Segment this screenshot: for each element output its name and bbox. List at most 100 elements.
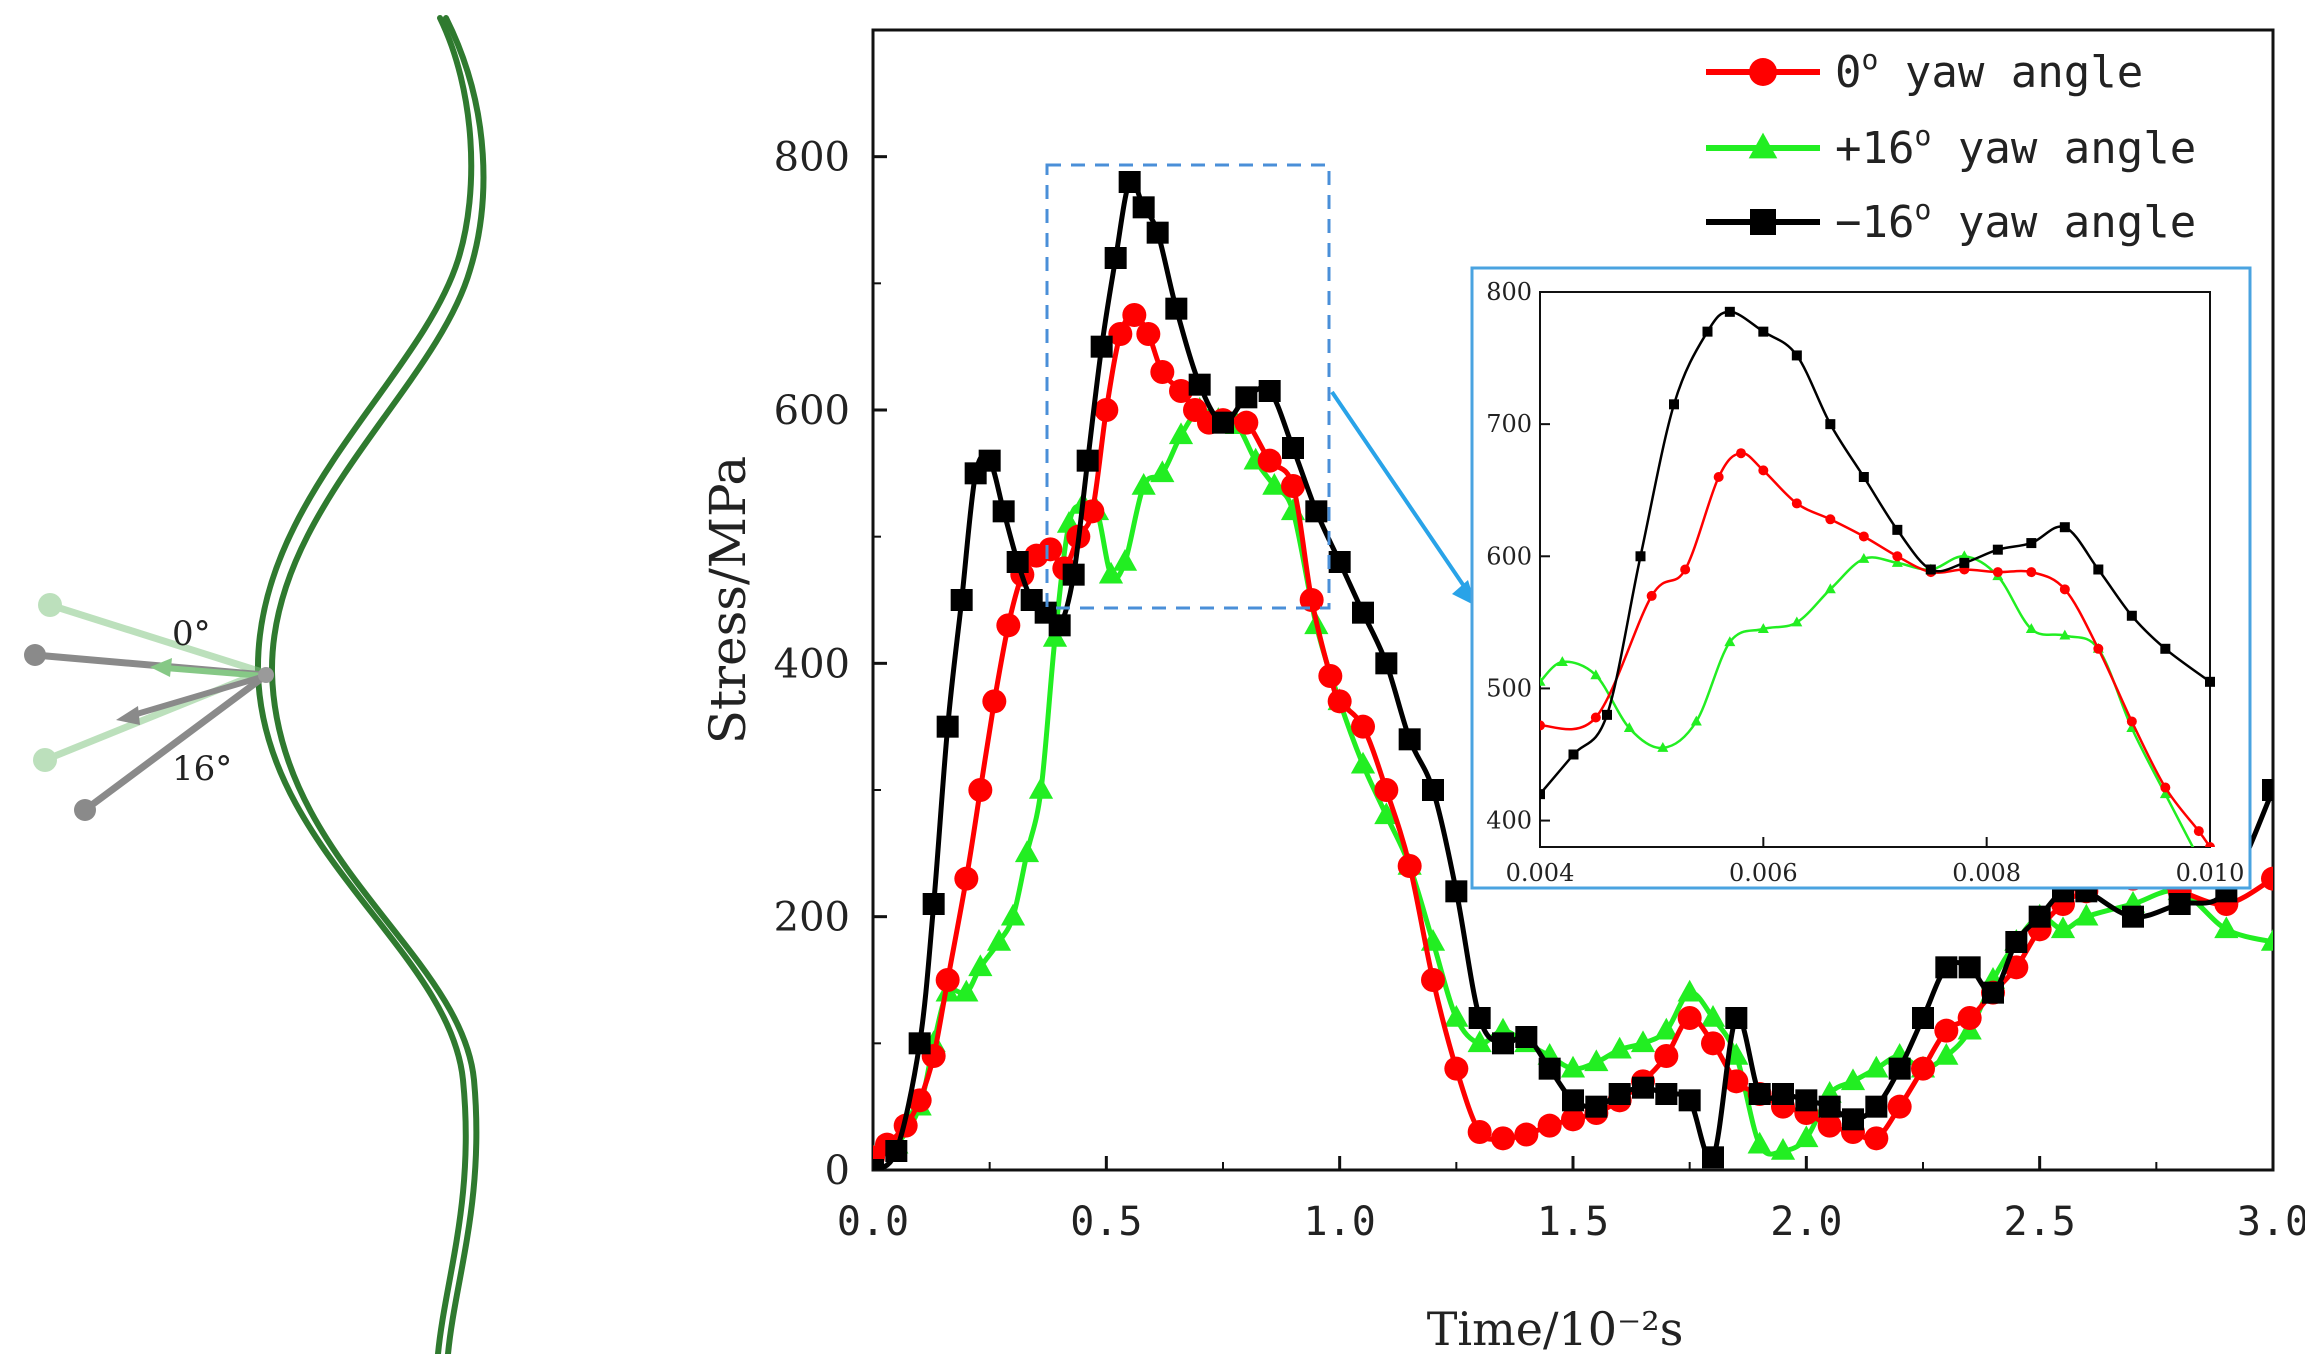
inset-data-point (1958, 550, 1970, 561)
inset-data-point (1713, 472, 1724, 482)
data-point (968, 954, 993, 977)
data-point (907, 1088, 932, 1113)
inset-data-point (1646, 590, 1657, 601)
legend-label: −16o yaw angle (1835, 193, 2196, 248)
data-point (954, 979, 979, 1002)
inset-data-point (1623, 722, 1635, 733)
inset-data-point (1791, 350, 1802, 361)
data-point (1108, 322, 1133, 346)
legend-label-main: 0 (1835, 47, 1862, 98)
data-point (1328, 551, 1351, 573)
arrow-16deg (74, 673, 268, 821)
inset-data-point (2026, 567, 2037, 578)
data-point (996, 613, 1021, 638)
inset-data-point (2193, 826, 2204, 837)
series-circle (873, 303, 2273, 1170)
data-point (1655, 1083, 1678, 1105)
main-series (873, 171, 2273, 1170)
data-point (1887, 1094, 1912, 1119)
data-point (1654, 1017, 1679, 1040)
data-point (1258, 380, 1281, 402)
x-tick-label: 2.5 (2004, 1199, 2076, 1245)
data-point (1048, 614, 1071, 637)
legend-label-rest: yaw angle (1931, 123, 2196, 174)
data-point (1014, 840, 1040, 863)
inset-data-point (2205, 676, 2215, 687)
inset-data-point (1602, 709, 1612, 720)
inset-data-point (1657, 742, 1669, 752)
data-point (1467, 1030, 1492, 1053)
inset-data-point (1590, 712, 1601, 723)
inset-data-point (1556, 656, 1568, 666)
data-point (1770, 1138, 1796, 1160)
y-tick-label: 200 (774, 895, 850, 941)
data-point (1982, 981, 2004, 1004)
data-point (2050, 916, 2076, 939)
data-point (2028, 905, 2051, 928)
legend-label-sup: o (1914, 119, 1931, 152)
inset-data-point (1540, 675, 1546, 686)
x-tick-label: 3.0 (2237, 1199, 2305, 1245)
data-point (1865, 1095, 1888, 1118)
inset-data-point (1702, 326, 1713, 337)
data-point (1817, 1113, 1842, 1138)
y-axis-label: Stress/MPa (699, 456, 757, 744)
arrow-16deg-line (82, 673, 268, 813)
data-point (1094, 398, 1119, 422)
data-point (992, 500, 1015, 523)
inset-data-point (2126, 610, 2137, 621)
yaw-angle-diagram: 0° 16° (24, 15, 487, 1354)
arrow-16deg-hub (74, 799, 96, 821)
inset-data-point (1791, 616, 1803, 627)
data-point (1515, 1026, 1538, 1048)
inset-data-point (1892, 524, 1903, 535)
data-point (2122, 905, 2144, 928)
data-point (1422, 779, 1444, 801)
data-point (1468, 1007, 1491, 1029)
data-point (1235, 386, 1258, 409)
data-point (1724, 1069, 1749, 1094)
data-point (1098, 561, 1124, 584)
inset-background (1470, 266, 2252, 890)
data-point (1150, 360, 1175, 384)
data-point (1352, 601, 1374, 624)
data-point (986, 929, 1012, 951)
inset-data-point (1590, 669, 1602, 680)
inset-series-circle (1540, 448, 2215, 847)
inset-axis-ticks (1539, 291, 2211, 847)
data-point (1165, 297, 1188, 320)
data-point (873, 1159, 884, 1170)
inset-x-tick-label: 0.008 (1952, 859, 2021, 887)
data-point (1842, 1108, 1864, 1131)
inset-data-point (1791, 498, 1802, 509)
data-point (2074, 903, 2099, 926)
arrow-0deg-green-line (164, 665, 266, 679)
data-point (1911, 1056, 1935, 1081)
legend-label: +16o yaw angle (1835, 119, 2196, 174)
data-point (1131, 473, 1156, 495)
inset-data-point (2059, 522, 2070, 533)
data-point (1607, 1036, 1632, 1059)
inset-data-point (1758, 465, 1769, 476)
data-point (1700, 1005, 1726, 1027)
inset-data-point (1992, 544, 2003, 555)
inset-series-square (1540, 306, 2215, 800)
data-point (2214, 916, 2239, 939)
data-point (1912, 1007, 1934, 1029)
data-point (1212, 411, 1234, 434)
inset-data-point (2093, 564, 2104, 575)
x-axis-label: Time/10⁻²s (1427, 1302, 1684, 1354)
inset-data-point (1959, 557, 1970, 568)
data-point (1132, 196, 1155, 219)
data-point (1677, 979, 1702, 1002)
data-point (1467, 1120, 1492, 1144)
axis-tick-labels: 0.0 0.5 1.0 1.5 2.0 2.5 3.0 0 200 400 600 800 (774, 135, 2305, 1245)
data-point (1840, 1068, 1866, 1091)
inset-data-point (1891, 557, 1903, 567)
data-point (1104, 247, 1127, 269)
data-point (1818, 1095, 1841, 1118)
data-point (1028, 777, 1054, 799)
data-point (1375, 652, 1398, 675)
data-point (1350, 751, 1376, 774)
